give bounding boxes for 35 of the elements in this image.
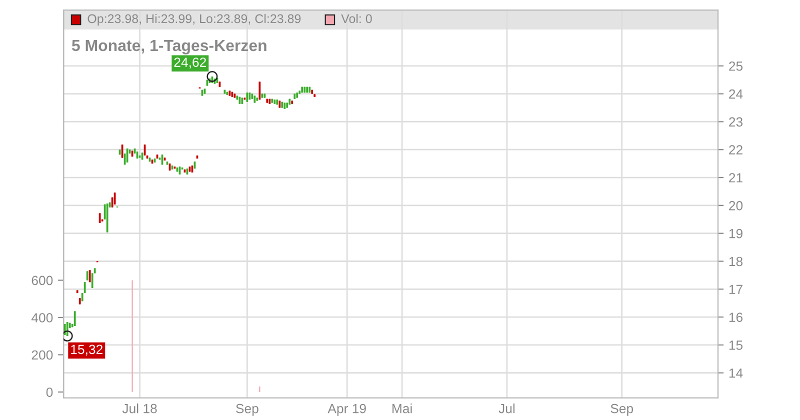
annotation: Op:23.98, Hi:23.99, Lo:23.89, Cl:23.89 [88,14,301,26]
y-tick-label: 20 [729,201,743,210]
y-tick-label: 22 [729,145,742,154]
y-tick-label: 24 [729,89,743,99]
y-tick-label: 25 [729,61,743,71]
x-tick-label: Apr 19 [328,404,366,416]
x-tick-label: Mai [392,404,412,414]
candlestick [246,92,248,103]
y2-tick-label: 400 [31,313,53,322]
text: 5 Monate, 1-Tages-Kerzen [72,40,266,54]
y2-tick-label: 0 [46,388,53,397]
y-tick-label: 16 [729,312,743,322]
annotation: 15,32 [71,344,102,356]
annotation: Vol: 0 [341,14,372,24]
candlestick [88,269,91,283]
y-tick-label: 14 [729,368,743,378]
y2-tick-label: 600 [32,276,53,286]
candlestick [114,192,116,206]
annotation: 24,62 [174,58,206,69]
candlestick [91,272,94,289]
candlestick [121,144,124,158]
x-tick-label: Jul [498,404,514,414]
candlestick [74,310,76,327]
x-tick-label: Jul 18 [122,404,157,414]
y-tick-label: 23 [729,117,743,127]
y-tick-label: 18 [729,256,743,266]
candlestick [126,148,128,164]
y-tick-label: 21 [729,173,742,182]
x-tick-label: Sep [610,404,634,416]
x-tick-label: Sep [236,404,258,416]
y-tick-label: 15 [729,340,743,350]
candlestick [144,144,146,156]
y2-tick-label: 200 [32,350,53,360]
y-tick-label: 19 [729,228,742,238]
y-tick-label: 17 [729,284,742,294]
